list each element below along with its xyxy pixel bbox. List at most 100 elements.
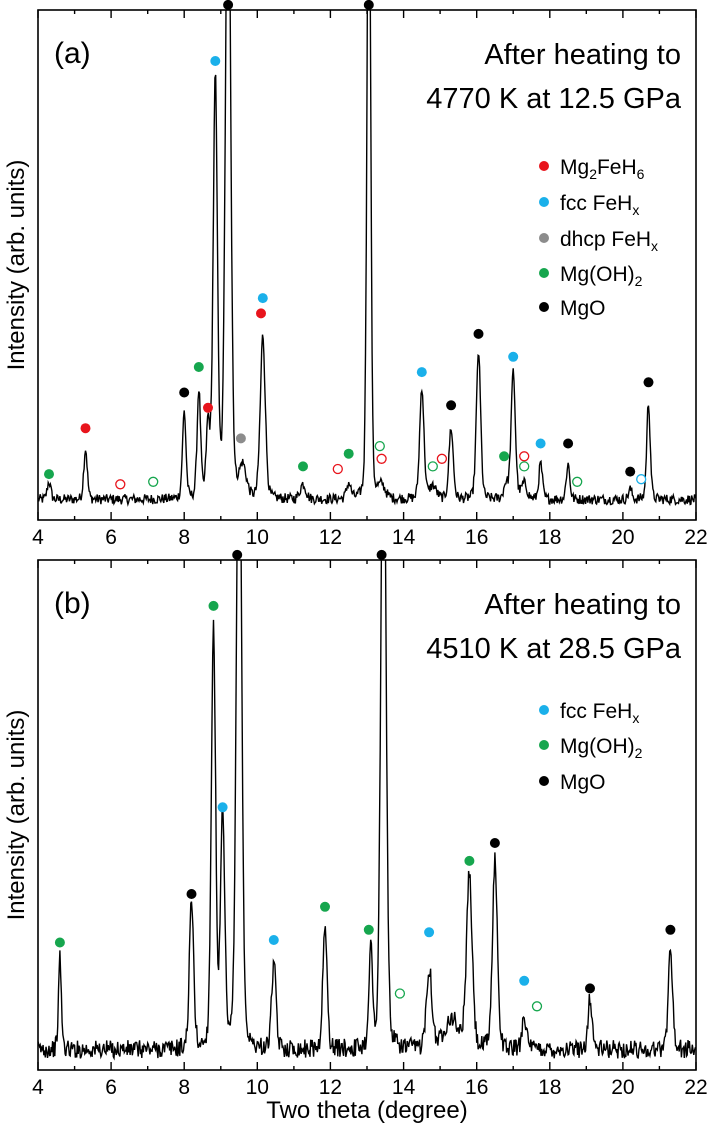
panel-b: 4 6 8 10 12 14 16 18 20 22 (b) After heating to 4… bbox=[3, 549, 708, 1099]
annotation-line1-a: After heating to bbox=[484, 39, 681, 71]
legend-marker-mgoh2-b bbox=[539, 740, 549, 750]
x-tick-label: 10 bbox=[246, 1076, 269, 1099]
x-tick-label: 14 bbox=[392, 526, 416, 549]
peak-marker-fcc-fehx-open bbox=[636, 474, 647, 485]
x-tick-label: 16 bbox=[465, 526, 488, 549]
svg-text:MgO: MgO bbox=[560, 297, 606, 320]
peak-marker-fcc-fehx bbox=[424, 927, 435, 938]
x-tick-label: 6 bbox=[105, 1076, 117, 1099]
peak-marker-mg-oh-2-open bbox=[531, 1001, 543, 1012]
annotation-line2-b: 4510 K at 28.5 GPa bbox=[426, 633, 682, 665]
peak-marker-mgo bbox=[446, 400, 457, 411]
legend-entry-fcc-fehx: fcc FeHx bbox=[539, 192, 639, 218]
peak-marker-mg2feh6-open bbox=[115, 479, 126, 490]
legend-entry-mgoh2: Mg(OH)2 bbox=[539, 263, 643, 289]
legend-label-mgoh2: Mg(OH) bbox=[560, 263, 635, 286]
peak-marker-mg2feh6 bbox=[203, 402, 213, 413]
x-tick-label: 20 bbox=[611, 526, 634, 549]
legend-entry-dhcp-fehx: dhcp FeHx bbox=[539, 228, 658, 254]
peak-marker-mgo bbox=[223, 0, 234, 10]
svg-text:fcc FeHx: fcc FeHx bbox=[560, 700, 639, 726]
x-tick-label: 6 bbox=[105, 526, 117, 549]
svg-text:Mg(OH)2: Mg(OH)2 bbox=[560, 263, 643, 289]
peak-marker-mgo bbox=[625, 466, 636, 477]
x-tick-label: 10 bbox=[246, 526, 269, 549]
peak-marker-mgo bbox=[563, 438, 574, 449]
legend-entry-mg2feh6: Mg2FeH6 bbox=[539, 156, 645, 182]
peak-marker-mgo bbox=[643, 377, 654, 388]
peak-marker-mg-oh-2-open bbox=[148, 476, 159, 487]
peak-marker-mg-oh-2-open bbox=[572, 476, 583, 487]
peak-marker-mgo bbox=[376, 549, 387, 560]
phase-markers-b bbox=[54, 549, 676, 1012]
legend-a: Mg2FeH6 fcc FeHx dhcp FeHx Mg(OH)2 MgO bbox=[539, 156, 658, 320]
peak-marker-mg-oh-2 bbox=[320, 901, 330, 912]
legend-label-dhcp-fehx-sub: x bbox=[651, 238, 658, 254]
x-tick-label: 22 bbox=[684, 526, 707, 549]
legend-label-fcc-fehx-b-sub: x bbox=[632, 710, 639, 726]
legend-label-mgoh2-b-sub: 2 bbox=[635, 745, 643, 761]
peak-marker-mg-oh-2 bbox=[464, 855, 475, 866]
legend-marker-mgoh2 bbox=[539, 268, 549, 278]
x-tick-label: 14 bbox=[392, 1076, 416, 1099]
svg-text:Mg(OH)2: Mg(OH)2 bbox=[560, 735, 643, 761]
x-tick-label: 8 bbox=[178, 1076, 190, 1099]
panel-label-b: (b) bbox=[54, 587, 91, 620]
svg-text:dhcp FeHx: dhcp FeHx bbox=[560, 228, 658, 254]
peak-marker-mg-oh-2 bbox=[343, 448, 354, 459]
peak-marker-mg-oh-2 bbox=[499, 451, 510, 462]
peak-marker-mg-oh-2 bbox=[44, 469, 54, 480]
peak-marker-mgo bbox=[363, 0, 374, 10]
legend-label-mg2feh6-part1: Mg bbox=[560, 156, 589, 179]
peak-marker-mgo bbox=[473, 328, 484, 339]
legend-label-mg2feh6-sub2: 6 bbox=[637, 166, 645, 182]
peak-marker-fcc-fehx bbox=[535, 438, 546, 449]
x-tick-label: 4 bbox=[32, 526, 44, 549]
legend-label-dhcp-fehx: dhcp FeH bbox=[560, 228, 651, 251]
legend-label-mg2feh6-sub1: 2 bbox=[589, 166, 597, 182]
x-ticks-b: 4 6 8 10 12 14 16 18 20 22 bbox=[32, 560, 708, 1099]
legend-marker-dhcp-fehx bbox=[539, 233, 549, 243]
x-tick-label: 8 bbox=[178, 526, 190, 549]
peak-marker-mg-oh-2-open bbox=[427, 461, 438, 472]
panel-label-a: (a) bbox=[54, 37, 91, 70]
x-tick-label: 18 bbox=[538, 1076, 561, 1099]
legend-entry-fcc-fehx-b: fcc FeHx bbox=[539, 700, 639, 726]
x-tick-label: 22 bbox=[684, 1076, 707, 1099]
phase-markers-a bbox=[44, 0, 654, 490]
legend-marker-fcc-fehx-b bbox=[539, 705, 549, 715]
peak-marker-mg2feh6-open bbox=[332, 463, 343, 475]
peak-marker-mg2feh6 bbox=[256, 308, 266, 319]
xrd-pattern-b bbox=[38, 560, 696, 1061]
peak-marker-mgo bbox=[585, 983, 595, 994]
y-axis-label-b: Intensity (arb. units) bbox=[3, 710, 30, 921]
peak-marker-fcc-fehx bbox=[268, 935, 279, 945]
peak-marker-fcc-fehx bbox=[210, 56, 221, 66]
peak-marker-mg2feh6-open bbox=[376, 453, 387, 464]
x-tick-label: 20 bbox=[611, 1076, 634, 1099]
legend-label-mgoh2-b: Mg(OH) bbox=[560, 735, 635, 758]
legend-marker-mg2feh6 bbox=[539, 161, 549, 171]
svg-text:MgO: MgO bbox=[560, 771, 606, 794]
peak-marker-mgo bbox=[186, 889, 197, 899]
x-tick-label: 12 bbox=[319, 526, 342, 549]
peak-marker-mg-oh-2 bbox=[193, 362, 204, 372]
peak-marker-dhcp-fehx bbox=[235, 433, 246, 444]
peak-marker-fcc-fehx bbox=[217, 802, 228, 813]
peak-marker-fcc-fehx bbox=[257, 293, 268, 304]
peak-marker-fcc-fehx bbox=[508, 351, 519, 362]
peak-marker-fcc-fehx bbox=[519, 975, 530, 986]
peak-marker-mg-oh-2 bbox=[363, 924, 374, 935]
legend-b: fcc FeHx Mg(OH)2 MgO bbox=[539, 700, 643, 794]
svg-text:fcc FeHx: fcc FeHx bbox=[560, 192, 639, 218]
x-tick-label: 12 bbox=[319, 1076, 342, 1099]
panel-a: 4 6 8 10 12 14 16 18 20 22 (a) After heating to 4… bbox=[3, 0, 708, 549]
legend-label-mg2feh6-part2: FeH bbox=[597, 156, 637, 179]
xrd-pattern-a bbox=[38, 10, 696, 507]
legend-label-mgoh2-sub: 2 bbox=[635, 273, 643, 289]
peak-marker-mg2feh6-open bbox=[436, 453, 448, 464]
peak-marker-fcc-fehx bbox=[416, 367, 427, 378]
peak-marker-mgo bbox=[489, 838, 500, 848]
x-tick-label: 16 bbox=[465, 1076, 488, 1099]
